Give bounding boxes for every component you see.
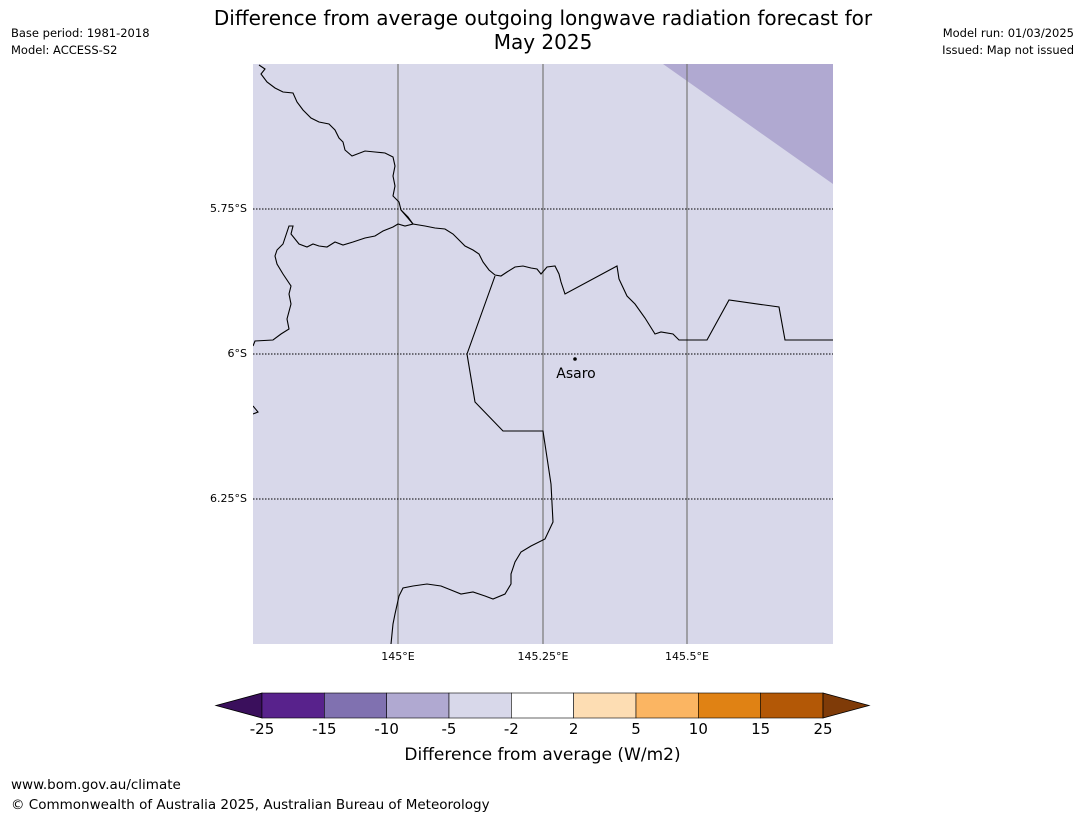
colorbar-segment [573, 692, 637, 719]
colorbar-tick-label: -2 [503, 720, 519, 738]
anomaly-region [663, 64, 833, 184]
boundary-north [253, 64, 414, 347]
map-canvas: Asaro [253, 64, 833, 644]
footer-url[interactable]: www.bom.gov.au/climate [11, 777, 181, 793]
lon-label-145e: 145°E [381, 650, 415, 663]
issued-status: Issued: Map not issued [942, 43, 1074, 57]
footer-copyright: © Commonwealth of Australia 2025, Austra… [11, 797, 490, 813]
colorbar [214, 692, 871, 719]
colorbar-tick-label: 2 [568, 720, 579, 738]
colorbar-segment [698, 692, 761, 719]
boundary-south [390, 275, 554, 644]
title-line-1: Difference from average outgoing longwav… [213, 6, 873, 30]
colorbar-segment [448, 692, 512, 719]
model-run: Model run: 01/03/2025 [942, 26, 1074, 40]
colorbar-tick-label: 5 [631, 720, 641, 738]
city-label-asaro: Asaro [556, 366, 595, 382]
colorbar-tick-label: -25 [249, 720, 275, 738]
meta-right: Model run: 01/03/2025 Issued: Map not is… [942, 25, 1074, 59]
lat-label-6-25s: 6.25°S [210, 492, 247, 505]
model-name: Model: ACCESS-S2 [11, 43, 118, 57]
colorbar-title: Difference from average (W/m2) [404, 745, 681, 765]
colorbar-tick-label: 10 [688, 720, 708, 738]
colorbar-segment [261, 692, 325, 719]
province-boundaries [253, 64, 833, 644]
colorbar-segment [386, 692, 450, 719]
lon-label-145-25e: 145.25°E [517, 650, 569, 663]
colorbar-segment [760, 692, 824, 719]
colorbar-tick-label: 25 [813, 720, 833, 738]
colorbar-tick-label: -10 [374, 720, 399, 738]
lon-label-145-5e: 145.5°E [665, 650, 709, 663]
colorbar-tick-label: 15 [751, 720, 771, 738]
lat-label-6s: 6°S [227, 347, 247, 360]
coast-fragment [253, 405, 259, 415]
lat-label-5-75s: 5.75°S [210, 202, 247, 215]
colorbar-tick-label: -5 [441, 720, 457, 738]
colorbar-segment [324, 692, 387, 719]
map-title: Difference from average outgoing longwav… [160, 6, 926, 54]
colorbar-tick-label: -15 [312, 720, 337, 738]
colorbar-segments [261, 692, 824, 719]
colorbar-segment [635, 692, 699, 719]
colorbar-over-extension [822, 692, 871, 719]
title-line-2: May 2025 [493, 30, 593, 54]
boundary-central [400, 209, 833, 341]
meta-left: Base period: 1981-2018 Model: ACCESS-S2 [11, 25, 150, 59]
city-marker [573, 357, 577, 361]
colorbar-segment [511, 692, 574, 719]
footer: www.bom.gov.au/climate © Commonwealth of… [11, 775, 490, 815]
base-period: Base period: 1981-2018 [11, 26, 150, 40]
colorbar-under-extension [214, 692, 263, 719]
